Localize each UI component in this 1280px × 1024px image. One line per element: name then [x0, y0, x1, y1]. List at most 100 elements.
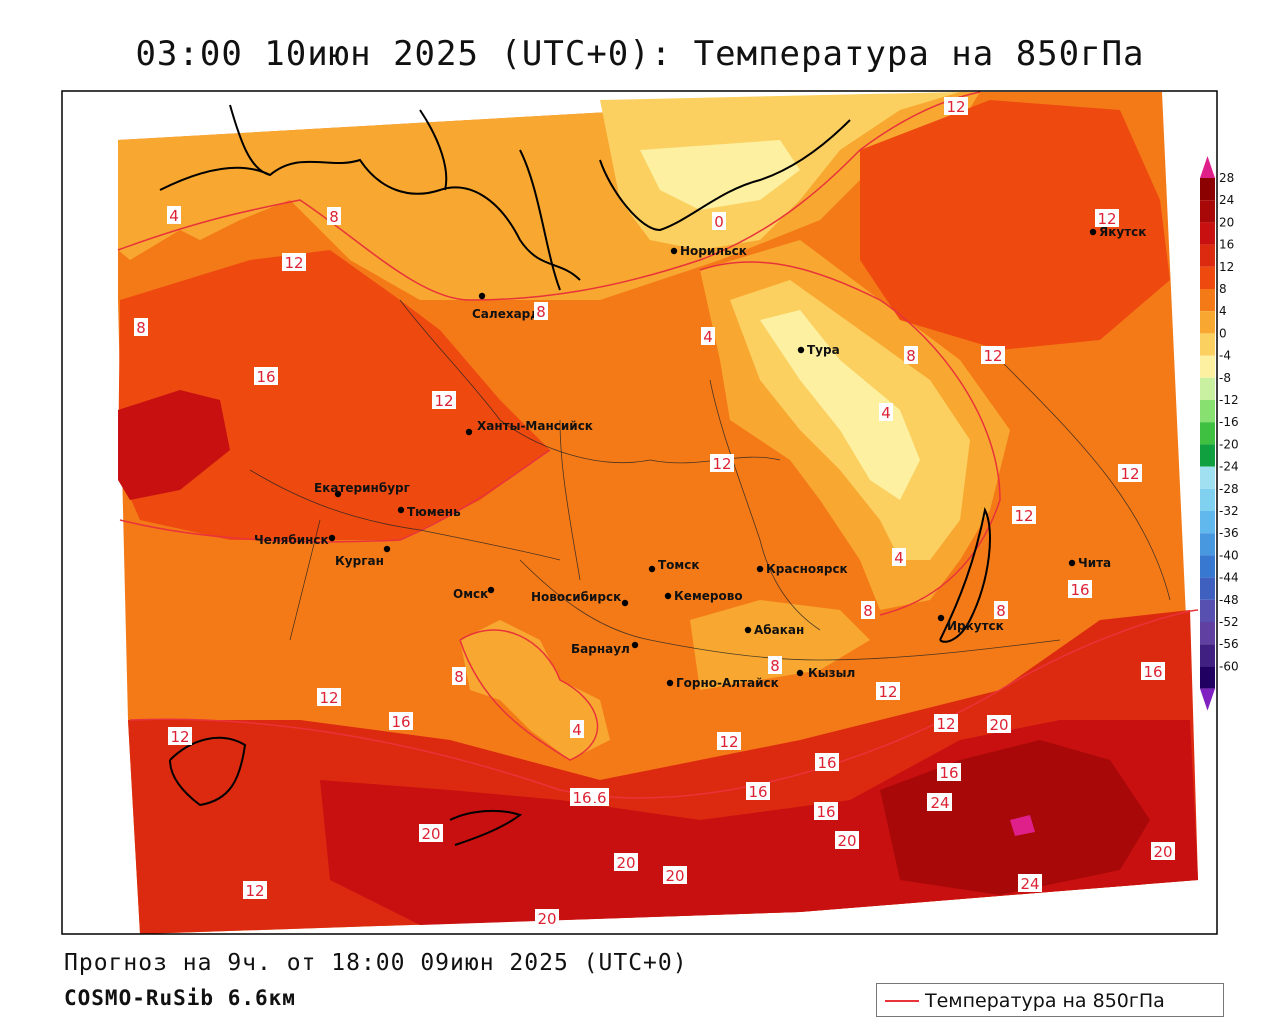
isotherm-label-bg [243, 881, 267, 899]
city-marker [1068, 559, 1076, 567]
isotherm-label: 12 [936, 715, 955, 733]
field-west-hot [118, 390, 230, 500]
colorbar-tick-label: 16 [1219, 238, 1234, 252]
colorbar-tick-label: -52 [1219, 615, 1239, 629]
isolabels-layer: 12 4 8 12 0 12 8 4 16 8 12 12 4 8 12 12 12 4 8 8 8 8 12 16 12 16 1… [134, 97, 1175, 928]
map-frame [61, 90, 1218, 935]
isotherm-label: 24 [930, 794, 949, 812]
city-label: Кызыл [808, 666, 855, 680]
isotherm-label: 4 [572, 721, 582, 739]
city-marker [796, 669, 804, 677]
isotherm-label-bg [815, 753, 839, 771]
isotherm-label: 16 [939, 764, 958, 782]
isotherm-label-bg [663, 866, 687, 884]
isotherm-label: 4 [894, 549, 904, 567]
field-sayan-cool [690, 600, 870, 690]
field-taimyr-cold [640, 140, 800, 210]
colorbar-swatch [1200, 200, 1215, 223]
colorbar-tick-label: 8 [1219, 282, 1227, 296]
city-label: Курган [335, 554, 384, 568]
isotherm-label: 0 [714, 213, 724, 231]
city-label: Тюмень [407, 505, 461, 519]
colorbar-tick-label: 4 [1219, 304, 1227, 318]
isotherm-label: 8 [454, 668, 464, 686]
isotherm-label-bg [987, 715, 1011, 733]
colorbar-swatch [1200, 466, 1215, 489]
legend-line-swatch [885, 1000, 919, 1002]
city-marker [797, 346, 805, 354]
colorbar-tick-label: -16 [1219, 415, 1239, 429]
city-marker [1089, 228, 1097, 236]
isotherm-label-bg [1118, 464, 1142, 482]
colorbar-tick-label: -8 [1219, 371, 1231, 385]
isotherm-label-bg [317, 688, 341, 706]
colorbar: 28 24 20 16 12 8 4 0 -4 -8 -12 -16 -20 -24 -28 -32 -36 -4… [1200, 156, 1239, 711]
city-marker [756, 565, 764, 573]
city-label: Иркутск [947, 619, 1004, 633]
city-label: Чита [1078, 556, 1111, 570]
colorbar-swatch [1200, 333, 1215, 356]
city-marker [328, 534, 336, 542]
city-label: Ханты-Мансийск [477, 419, 593, 433]
city-marker [744, 626, 752, 634]
colorbar-tick-label: -20 [1219, 437, 1239, 451]
map-title: 03:00 10июн 2025 (UTC+0): Температура на… [135, 34, 1145, 74]
isotherm-label-bg [419, 824, 443, 842]
city-marker [670, 247, 678, 255]
isotherm-label: 20 [421, 825, 440, 843]
colorbar-swatch [1200, 577, 1215, 600]
isotherm-label: 12 [712, 455, 731, 473]
isotherm-label: 8 [536, 303, 546, 321]
isotherm-label: 16 [1070, 581, 1089, 599]
city-marker [487, 586, 495, 594]
colorbar-bottom-arrow [1200, 688, 1215, 711]
isotherm-label-bg [1012, 506, 1036, 524]
legend-box: Температура на 850гПа [876, 983, 1224, 1017]
colorbar-swatch [1200, 422, 1215, 445]
isotherm-label-bg [570, 788, 594, 806]
city-marker [937, 614, 945, 622]
isotherm-label-bg [746, 782, 770, 800]
isotherm-label-bg [534, 302, 548, 320]
isotherm-label-bg [937, 763, 961, 781]
colorbar-swatch [1200, 666, 1215, 689]
isotherm-label-bg [768, 656, 782, 674]
isotherm-label: 20 [837, 832, 856, 850]
isotherm-label: 8 [136, 319, 146, 337]
isotherm-label: 16 [1143, 663, 1162, 681]
isotherm-label: 12 [1120, 465, 1139, 483]
colorbar-swatch [1200, 244, 1215, 267]
cities-layer: Норильск Якутск Салехард Тура Ханты-Мансийск… [254, 225, 1146, 690]
colorbar-swatch [1200, 644, 1215, 667]
isotherm-label: 16 [816, 803, 835, 821]
colorbar-tick-label: 24 [1219, 193, 1234, 207]
colorbar-swatch [1200, 533, 1215, 556]
city-label: Кемерово [674, 589, 743, 603]
colorbar-tick-label: -60 [1219, 659, 1239, 673]
city-label: Екатеринбург [314, 481, 410, 495]
isotherm-label-bg [1068, 580, 1092, 598]
colorbar-tick-label: 0 [1219, 326, 1227, 340]
isotherm-label-bg [254, 367, 278, 385]
isotherm-label-bg [710, 454, 734, 472]
colorbar-tick-label: -48 [1219, 593, 1239, 607]
isotherm-label-bg [168, 727, 192, 745]
colorbar-swatch [1200, 311, 1215, 334]
isotherm-label-bg [814, 802, 838, 820]
legend-label: Температура на 850гПа [925, 990, 1165, 1012]
isotherm-label-bg [892, 548, 906, 566]
city-marker [666, 679, 674, 687]
city-label: Омск [453, 587, 488, 601]
field-central-coldest [760, 310, 920, 500]
isotherm-label: 8 [906, 347, 916, 365]
isotherm-label: 12 [1014, 507, 1033, 525]
colorbar-swatch [1200, 222, 1215, 245]
isotherm-label: 12 [434, 392, 453, 410]
isotherm-label: 12 [946, 98, 965, 116]
isotherm-label: 12 [319, 689, 338, 707]
isotherm-label-bg [535, 909, 559, 927]
isotherm-label: 12 [719, 733, 738, 751]
city-marker [648, 565, 656, 573]
isotherm-label: 24 [1020, 875, 1039, 893]
isotherm-label-bg [327, 207, 341, 225]
